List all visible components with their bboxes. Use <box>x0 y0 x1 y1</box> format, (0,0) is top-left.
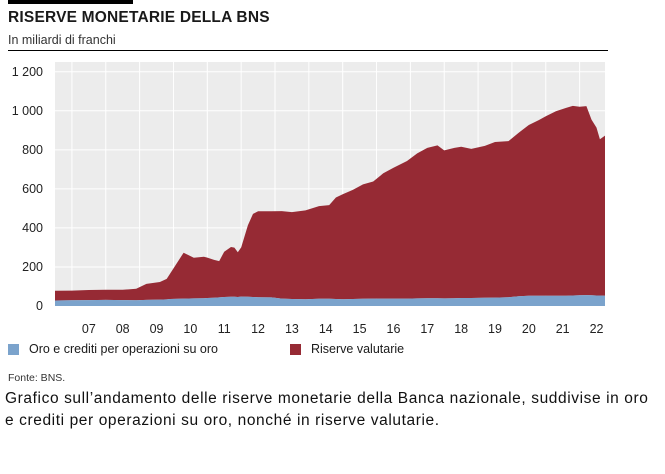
y-tick-label: 200 <box>22 260 43 274</box>
legend-label-gold: Oro e crediti per operazioni su oro <box>29 342 218 356</box>
x-tick-label: 11 <box>218 322 231 335</box>
x-tick-label: 18 <box>454 322 468 335</box>
x-tick-label: 17 <box>420 322 434 335</box>
y-tick-label: 600 <box>22 182 43 196</box>
x-tick-label: 10 <box>183 322 197 335</box>
source-note: Fonte: BNS. <box>8 372 66 384</box>
y-tick-label: 400 <box>22 221 43 235</box>
header-divider <box>8 50 608 51</box>
x-tick-label: 14 <box>319 322 333 335</box>
x-tick-label: 07 <box>82 322 96 335</box>
y-tick-label: 1 000 <box>12 104 43 118</box>
x-tick-label: 22 <box>590 322 604 335</box>
x-tick-label: 16 <box>387 322 401 335</box>
legend-swatch-gold <box>8 343 19 355</box>
x-tick-label: 08 <box>116 322 130 335</box>
chart-area: 0 200 400 600 800 1 000 1 200 07 08 09 10 11 12 13 14 1… <box>12 62 605 335</box>
x-tick-label: 12 <box>251 322 265 335</box>
x-tick-label: 21 <box>556 322 570 335</box>
chart-subtitle: In miliardi di franchi <box>8 33 116 47</box>
legend-swatch-currency <box>290 343 301 355</box>
x-tick-label: 19 <box>488 322 502 335</box>
x-tick-label: 20 <box>522 322 536 335</box>
legend-item-gold: Oro e crediti per operazioni su oro <box>8 342 218 356</box>
figure-caption: Grafico sull’andamento delle riserve mon… <box>5 390 649 429</box>
top-accent-rule <box>8 0 133 4</box>
series-area-oro <box>55 295 605 306</box>
legend-label-currency: Riserve valutarie <box>311 342 405 356</box>
y-tick-label: 800 <box>22 143 43 157</box>
chart-title: RISERVE MONETARIE DELLA BNS <box>8 9 270 26</box>
x-tick-label: 13 <box>285 322 299 335</box>
legend-item-currency: Riserve valutarie <box>290 342 404 356</box>
y-tick-label: 0 <box>36 299 43 313</box>
y-tick-label: 1 200 <box>12 65 43 79</box>
x-tick-label: 15 <box>353 322 367 335</box>
series-area-riserve-valutarie <box>55 105 605 301</box>
x-tick-label: 09 <box>150 322 164 335</box>
